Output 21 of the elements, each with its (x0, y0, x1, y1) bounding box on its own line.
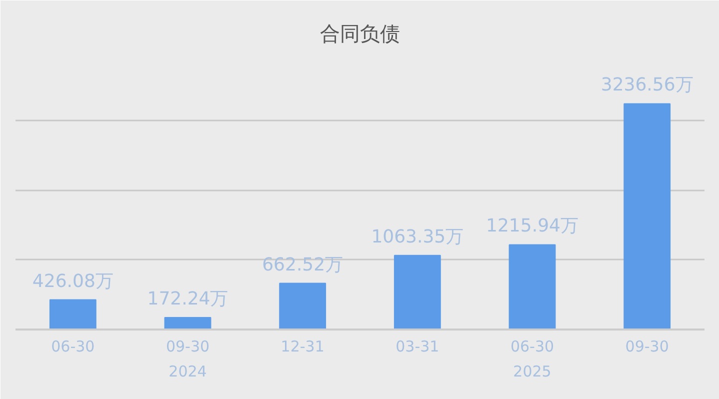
bar (508, 244, 556, 330)
data-label: 662.52万 (262, 254, 344, 276)
x-tick-label: 09-30 (625, 338, 669, 356)
x-tick-label: 06-30 (51, 338, 95, 356)
bar (624, 103, 671, 330)
data-label: 3236.56万 (600, 74, 694, 96)
bar (49, 299, 96, 330)
data-label: 1215.94万 (486, 216, 578, 237)
text: 2025 (513, 362, 552, 380)
bar (279, 282, 326, 330)
data-label: 426.08万 (32, 270, 114, 292)
x-tick-label: 09-30 (166, 338, 210, 356)
text: 2024 (168, 362, 207, 380)
x-tick-label: 06-30 (510, 338, 554, 356)
data-label: 1063.35万 (371, 226, 464, 248)
bar (394, 254, 441, 330)
x-tick-label: 12-31 (280, 338, 324, 356)
data-label: 172.24万 (147, 288, 228, 310)
chart-title: 合同负债 (320, 22, 400, 46)
bar (164, 316, 212, 330)
x-tick-label: 03-31 (396, 338, 440, 356)
